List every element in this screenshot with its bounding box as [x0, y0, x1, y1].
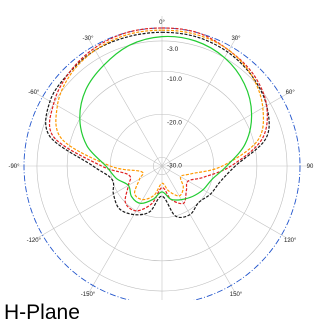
series-curves [45, 27, 270, 219]
angle-label: 120° [284, 238, 297, 244]
grid-spoke [161, 90, 293, 167]
angle-label: -60° [28, 90, 40, 96]
chart-caption: H-Plane [4, 301, 80, 324]
series-curve-3 [55, 29, 265, 201]
polar-grid [12, 16, 312, 300]
grid-spoke [161, 35, 238, 167]
angle-label: -90° [8, 164, 20, 170]
angle-label: 60° [286, 90, 296, 96]
angle-labels: 0°30°60°90120°150°180°-150°-120°-90°-60°… [8, 20, 314, 298]
angle-label: -120° [27, 238, 42, 244]
radial-label: -20.0 [167, 119, 182, 126]
series-curve-4 [79, 35, 253, 204]
grid-spoke [86, 35, 163, 167]
angle-label: -150° [81, 292, 96, 298]
angle-label: 0° [159, 20, 165, 26]
angle-label: -30° [82, 36, 94, 42]
radial-labels: -3.0 -10.0 -20.0 -30.0 [167, 46, 182, 169]
angle-label: 150° [230, 292, 243, 298]
grid-spoke [31, 90, 163, 167]
radial-label: -10.0 [167, 76, 182, 83]
polar-chart: 0°30°60°90120°150°180°-150°-120°-90°-60°… [8, 16, 314, 300]
grid-spoke [161, 165, 293, 242]
angle-label: 30° [231, 36, 241, 42]
radial-label: -30.0 [167, 162, 182, 169]
grid-spoke [161, 165, 238, 297]
grid-spoke [86, 165, 163, 297]
radial-label: -3.0 [167, 46, 179, 53]
series-curve-2 [48, 27, 268, 212]
angle-label: 90 [307, 164, 314, 170]
